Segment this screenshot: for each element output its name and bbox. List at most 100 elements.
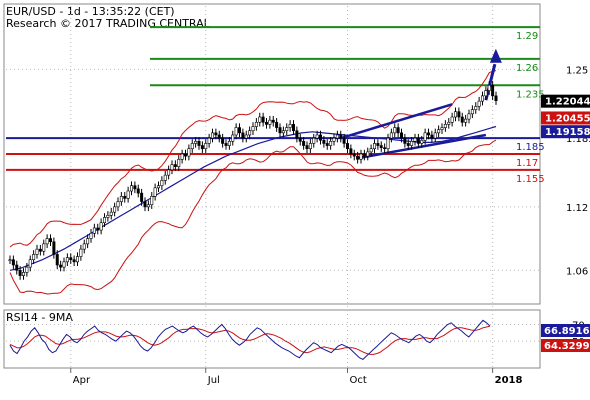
candle-body — [372, 143, 376, 150]
time-tick-label: Jul — [207, 375, 220, 386]
candle-body — [288, 124, 292, 128]
candle-body — [190, 143, 194, 150]
candle-body — [48, 238, 52, 243]
level-label: 1.29 — [516, 31, 538, 42]
level-label: 1.185 — [516, 142, 545, 153]
candle-body — [379, 145, 383, 148]
candle-body — [389, 132, 393, 139]
candle-body — [248, 130, 252, 136]
candle-body — [92, 227, 96, 234]
candle-body — [430, 134, 434, 139]
lower-band — [9, 139, 497, 295]
candle-body — [470, 109, 474, 115]
price-badge-label: 1.20455 — [545, 113, 590, 124]
candle-body — [460, 116, 464, 123]
candle-body — [403, 137, 407, 144]
candle-body — [312, 137, 316, 144]
candle-body — [366, 151, 370, 157]
candle-body — [140, 192, 144, 202]
rsi-badge — [541, 339, 590, 352]
candle-body — [426, 132, 430, 136]
candle-body — [254, 121, 258, 127]
candle-body — [278, 127, 282, 134]
candle-body — [52, 241, 56, 255]
candle-body — [416, 137, 420, 144]
candle-body — [130, 185, 134, 192]
candle-body — [204, 143, 208, 150]
candle-body — [362, 153, 366, 157]
price-tick-label: 1.06 — [566, 266, 588, 277]
candles — [8, 81, 498, 280]
candle-body — [221, 137, 225, 144]
candle-body — [356, 155, 360, 160]
price-badge-label: 1.19158 — [545, 127, 590, 138]
candle-body — [345, 143, 349, 150]
candle-body — [447, 121, 451, 125]
candle-body — [99, 222, 103, 231]
candle-body — [467, 113, 471, 120]
candle-body — [173, 164, 177, 167]
candle-body — [322, 139, 326, 144]
candle-body — [359, 153, 363, 160]
candle-body — [386, 137, 390, 150]
candle-body — [28, 259, 32, 268]
candle-body — [318, 134, 322, 141]
candle-body — [211, 132, 215, 139]
price-tick-label: 1.12 — [566, 203, 588, 214]
candle-body — [332, 137, 336, 142]
level-label: 1.26 — [516, 63, 538, 74]
chart-title: EUR/USD - 1d - 13:35:22 (CET) — [6, 5, 175, 18]
candle-body — [109, 211, 113, 216]
candle-body — [477, 100, 481, 107]
candle-body — [8, 259, 12, 262]
candle-body — [464, 118, 468, 123]
candle-body — [25, 266, 29, 273]
candle-body — [21, 272, 25, 276]
candle-body — [170, 164, 174, 171]
candle-body — [150, 195, 154, 206]
candle-body — [197, 141, 201, 146]
candle-body — [369, 148, 373, 153]
candle-body — [167, 169, 171, 176]
candle-body — [342, 137, 346, 144]
candle-body — [440, 127, 444, 130]
rsi-badge-label: 64.3299 — [544, 341, 590, 352]
price-axis: 1.25 1.185 1.12 1.06 — [566, 65, 590, 277]
candle-body — [69, 257, 73, 261]
candle-body — [420, 139, 424, 144]
candle-body — [15, 264, 19, 271]
candle-body — [62, 261, 66, 268]
candle-body — [65, 257, 69, 263]
candle-body — [491, 84, 495, 97]
candle-body — [291, 124, 295, 132]
rsi-label: RSI14 - 9MA — [6, 311, 73, 324]
candle-body — [308, 143, 312, 150]
price-badge — [541, 94, 590, 108]
candle-body — [217, 134, 221, 139]
candle-body — [133, 185, 137, 190]
candle-body — [264, 121, 268, 125]
rsi-badge — [541, 324, 590, 337]
candle-body — [55, 254, 59, 266]
candle-body — [126, 190, 130, 199]
candle-body — [352, 153, 356, 157]
forecast-arrow-head — [489, 48, 502, 63]
candle-body — [268, 119, 272, 125]
channel-upper-line — [340, 103, 453, 140]
candle-body — [406, 143, 410, 146]
rsi-badge-label: 66.8916 — [544, 326, 590, 337]
candle-body — [281, 130, 285, 134]
candle-body — [224, 143, 228, 146]
time-tick-label: Oct — [350, 375, 367, 386]
candle-body — [413, 137, 417, 142]
candle-body — [285, 127, 289, 132]
candle-body — [393, 127, 397, 134]
candle-body — [315, 134, 319, 139]
candle-body — [207, 137, 211, 144]
candle-body — [457, 111, 461, 118]
level-label: 1.235 — [516, 89, 545, 100]
price-tick-label: 1.185 — [566, 134, 590, 145]
candle-body — [453, 111, 457, 118]
